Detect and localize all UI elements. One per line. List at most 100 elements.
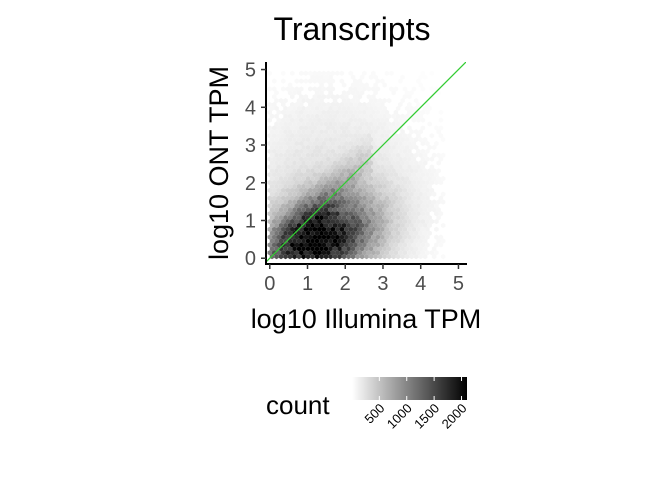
hex-bin <box>359 207 365 213</box>
hex-bin <box>269 105 275 112</box>
hex-bin <box>274 90 279 96</box>
hex-bin <box>348 242 354 248</box>
hex-bin <box>362 226 367 232</box>
hex-bin <box>402 86 408 92</box>
hex-bin <box>301 199 306 205</box>
hex-bin <box>330 218 336 225</box>
hex-bin <box>427 207 432 213</box>
hex-bin <box>355 90 360 96</box>
hex-bin <box>274 152 279 158</box>
hex-bin <box>269 137 275 143</box>
hex-bin <box>319 199 324 205</box>
hex-bin <box>319 90 324 96</box>
hex-bin <box>323 144 329 151</box>
hex-bin <box>425 250 430 256</box>
hex-bin <box>308 187 313 193</box>
hex-bin <box>303 179 309 186</box>
hex-bin <box>281 179 286 186</box>
hex-bin <box>429 70 435 76</box>
hex-bin <box>368 207 374 213</box>
hex-bin <box>296 215 302 221</box>
hex-bin <box>377 137 383 143</box>
hex-bin <box>407 250 412 256</box>
hex-bin <box>407 109 412 115</box>
legend-break-label: 1500 <box>411 401 442 432</box>
hex-bin <box>350 137 356 143</box>
hex-bin <box>420 125 426 131</box>
hex-bin <box>341 113 347 119</box>
hex-bin <box>290 218 295 225</box>
hex-bin <box>274 129 279 135</box>
hex-bin <box>317 242 322 248</box>
hex-bin <box>310 254 315 260</box>
hex-bin <box>281 125 286 131</box>
hex-bin <box>411 117 417 123</box>
hex-bin <box>404 113 410 119</box>
hex-bin <box>328 238 333 244</box>
hex-bin <box>382 160 387 166</box>
hex-bin <box>326 86 331 92</box>
hex-bin <box>429 156 435 162</box>
hex-bin <box>438 211 444 217</box>
hex-bin <box>371 117 376 123</box>
hex-bin <box>377 168 383 174</box>
hex-bin <box>364 222 369 229</box>
hex-bin <box>400 246 405 252</box>
hex-bin <box>332 98 338 104</box>
hex-bin <box>312 218 318 225</box>
hex-bin <box>321 133 327 139</box>
hex-bin <box>400 222 405 229</box>
hex-bin <box>274 230 279 236</box>
hex-bin <box>274 199 279 205</box>
hex-bin <box>330 94 336 100</box>
hex-bin <box>323 191 329 197</box>
hex-bin <box>278 129 284 135</box>
hex-bin <box>400 121 405 127</box>
hex-bin <box>422 183 428 190</box>
hex-bin <box>339 109 345 115</box>
hex-bin <box>348 218 354 225</box>
hex-bin <box>429 203 435 209</box>
hex-bin <box>299 117 304 123</box>
hex-bin <box>299 78 304 84</box>
hex-bin <box>317 234 322 240</box>
hex-bin <box>425 172 430 178</box>
hex-bin <box>332 168 338 174</box>
hex-bin <box>359 191 365 197</box>
hex-bin <box>420 156 426 162</box>
hex-bin <box>312 117 318 123</box>
hex-bin <box>395 254 401 260</box>
hex-bin <box>285 117 291 123</box>
hex-bin <box>429 86 435 92</box>
hex-bin <box>353 78 358 84</box>
hex-bin <box>355 222 360 229</box>
hex-bin <box>438 242 444 248</box>
hex-bin <box>391 183 396 190</box>
hex-bin <box>398 156 403 162</box>
hex-bin <box>425 218 430 225</box>
hex-bin <box>274 215 279 221</box>
hex-bin <box>377 152 383 158</box>
hex-bin <box>411 218 417 225</box>
hex-bin <box>285 195 291 201</box>
hex-bin <box>389 172 394 178</box>
hex-bin <box>418 129 423 135</box>
hex-bin <box>402 172 408 178</box>
hex-bin <box>287 129 293 135</box>
hex-bin <box>389 148 394 154</box>
hex-bin <box>418 168 423 174</box>
hex-bin <box>283 160 288 166</box>
hex-bin <box>366 203 372 209</box>
hex-bin <box>292 105 297 112</box>
hex-bin <box>362 179 367 186</box>
hex-bin <box>357 117 363 123</box>
hex-bin <box>344 117 349 123</box>
hex-bin <box>272 234 277 240</box>
hex-bin <box>389 164 394 170</box>
hex-bin <box>400 144 405 151</box>
hex-bin <box>431 207 437 213</box>
hex-bin <box>278 191 284 197</box>
hex-bin <box>409 168 414 174</box>
hex-bin <box>411 203 417 209</box>
hex-bin <box>274 183 279 190</box>
